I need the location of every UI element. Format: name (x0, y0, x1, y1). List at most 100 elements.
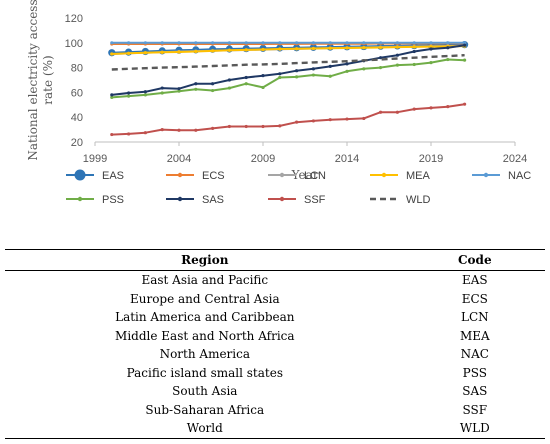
data-point (177, 87, 181, 91)
data-point (143, 90, 147, 94)
data-point (177, 128, 181, 132)
data-point (110, 93, 114, 97)
legend-label: LCN (304, 170, 326, 182)
legend-item: LCN (268, 170, 326, 182)
region-name-cell: Sub-Saharan Africa (145, 402, 265, 417)
region-code-cell: LCN (460, 310, 489, 325)
data-point (379, 56, 383, 60)
y-axis-title-line: rate (%) (41, 55, 55, 104)
data-point (194, 82, 198, 86)
data-point (211, 41, 215, 45)
data-point (362, 46, 366, 50)
y-axis-title: National electricity accessrate (%) (26, 0, 55, 161)
region-code-cell: EAS (461, 273, 488, 288)
series-line (111, 44, 465, 96)
region-name-cell: Latin America and Caribbean (115, 310, 295, 325)
series-sas (110, 43, 467, 97)
data-point (278, 47, 282, 51)
data-point (463, 43, 467, 47)
region-code-cell: MEA (459, 328, 490, 343)
data-point (127, 51, 131, 55)
legend-item: NAC (472, 170, 531, 182)
data-point (379, 41, 383, 45)
series-line (111, 45, 465, 55)
data-point (412, 49, 416, 54)
series-line (111, 58, 465, 99)
data-point (379, 45, 383, 50)
code-header: Code (404, 249, 545, 271)
y-axis-title-line: National electricity access (26, 0, 40, 161)
data-point (429, 45, 433, 49)
data-point (143, 93, 147, 97)
data-point (227, 78, 231, 82)
legend-label: ECS (202, 170, 225, 182)
x-tick-label: 2004 (167, 153, 191, 165)
legend-label: EAS (102, 170, 124, 182)
data-point (261, 41, 265, 45)
x-tick-label: 2014 (335, 153, 359, 165)
data-point (429, 106, 433, 110)
data-point (395, 53, 399, 57)
region-code-cell: NAC (460, 347, 489, 362)
data-point (295, 120, 299, 124)
data-point (127, 132, 131, 136)
data-point (345, 41, 349, 45)
data-point (110, 41, 114, 45)
table-row: Pacific island small states PSS (5, 364, 545, 383)
data-point (311, 41, 315, 45)
data-point (278, 72, 282, 76)
data-point (345, 46, 349, 50)
y-tick-label: 40 (71, 112, 83, 124)
data-point (244, 75, 248, 80)
data-point (429, 47, 433, 51)
data-point (211, 88, 215, 93)
data-point (345, 62, 349, 66)
region-header: Region (5, 249, 405, 271)
data-point (110, 95, 114, 99)
data-point (446, 46, 450, 50)
data-point (160, 86, 164, 90)
data-point (143, 41, 147, 45)
region-code-cell: ECS (461, 291, 488, 306)
data-point (345, 69, 349, 73)
x-axis-title: Year (291, 168, 319, 182)
legend-marker (483, 172, 489, 178)
series-pss (110, 57, 467, 99)
y-tick-label: 120 (65, 13, 83, 25)
table-row: North America NAC (5, 345, 545, 364)
x-tick-label: 1999 (83, 153, 107, 165)
legend-item: SSF (268, 194, 326, 206)
table-row: South Asia SAS (5, 382, 545, 401)
data-point (295, 47, 299, 51)
data-point (227, 124, 231, 129)
legend-marker (74, 169, 86, 181)
data-point (463, 41, 467, 45)
data-point (261, 85, 265, 90)
table-row: Europe and Central Asia ECS (5, 290, 545, 309)
data-point (278, 124, 282, 128)
data-point (177, 41, 181, 45)
legend-item: SAS (166, 194, 224, 206)
plot-series (108, 41, 469, 137)
legend-marker (381, 172, 387, 178)
data-point (328, 41, 332, 45)
region-name-cell: World (5, 419, 405, 439)
data-point (412, 45, 416, 49)
legend-label: PSS (102, 194, 124, 206)
series-line (111, 54, 465, 71)
x-tick-label: 2024 (503, 153, 527, 165)
data-point (295, 69, 299, 73)
region-code-cell: SSF (462, 402, 488, 417)
data-point (160, 41, 164, 45)
data-point (278, 41, 282, 45)
data-point (362, 116, 366, 121)
data-point (211, 126, 215, 130)
x-tick-label: 2009 (251, 153, 275, 165)
legend-marker (77, 196, 83, 202)
table-row: World WLD (5, 419, 545, 439)
data-point (160, 91, 164, 95)
legend-marker (279, 172, 285, 178)
legend-item: PSS (66, 194, 124, 206)
data-point (261, 124, 265, 129)
